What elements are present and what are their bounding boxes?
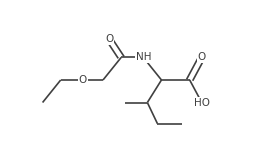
- Text: O: O: [79, 75, 87, 85]
- Text: O: O: [198, 52, 206, 62]
- Text: HO: HO: [194, 98, 210, 108]
- Text: NH: NH: [135, 52, 151, 62]
- Text: O: O: [105, 34, 113, 44]
